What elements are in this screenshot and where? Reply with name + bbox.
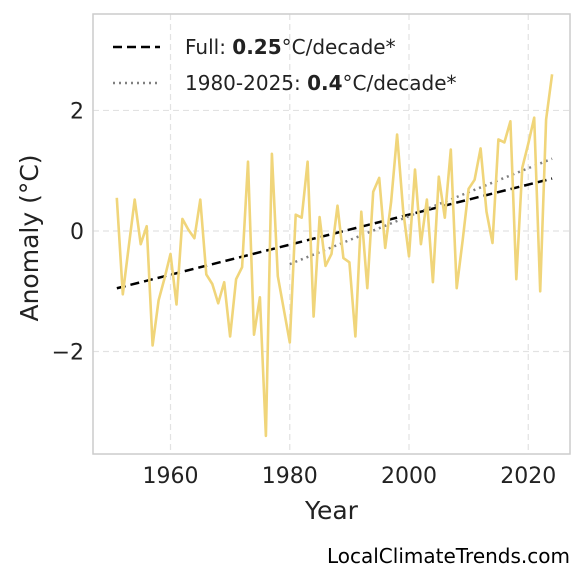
y-axis-label: Anomaly (°C) — [15, 154, 44, 321]
legend-recent-suffix: °C/decade* — [343, 71, 457, 95]
x-tick-label: 2020 — [500, 464, 556, 489]
legend-recent-rate: 0.4 — [307, 71, 342, 95]
x-tick-labels: 1960 1980 2000 2020 — [143, 464, 557, 489]
series-layer — [115, 74, 554, 438]
y-tick-label: −2 — [52, 341, 84, 366]
anomaly-series-line — [115, 74, 554, 438]
legend-entry-full: Full: 0.25°C/decade* — [185, 35, 396, 59]
x-tick-label: 1980 — [262, 464, 318, 489]
legend-full-suffix: °C/decade* — [282, 35, 396, 59]
legend-full-prefix: Full: — [185, 35, 232, 59]
plot-frame — [92, 13, 571, 455]
x-tick-label: 1960 — [143, 464, 199, 489]
x-tick-label: 2000 — [381, 464, 437, 489]
x-axis-label: Year — [304, 496, 359, 525]
legend-full-rate: 0.25 — [232, 35, 281, 59]
y-tick-label: 0 — [70, 220, 84, 245]
recent-trend-line — [289, 157, 553, 266]
legend-entry-recent: 1980-2025: 0.4°C/decade* — [185, 71, 457, 95]
legend: Full: 0.25°C/decade* 1980-2025: 0.4°C/de… — [113, 35, 457, 95]
recent-trend-layer — [289, 157, 553, 266]
y-tick-label: 2 — [70, 99, 84, 124]
source-label: LocalClimateTrends.com — [326, 544, 570, 568]
y-tick-labels: −2 0 2 — [52, 99, 84, 365]
grid-lines — [93, 14, 570, 454]
legend-recent-prefix: 1980-2025: — [185, 71, 307, 95]
